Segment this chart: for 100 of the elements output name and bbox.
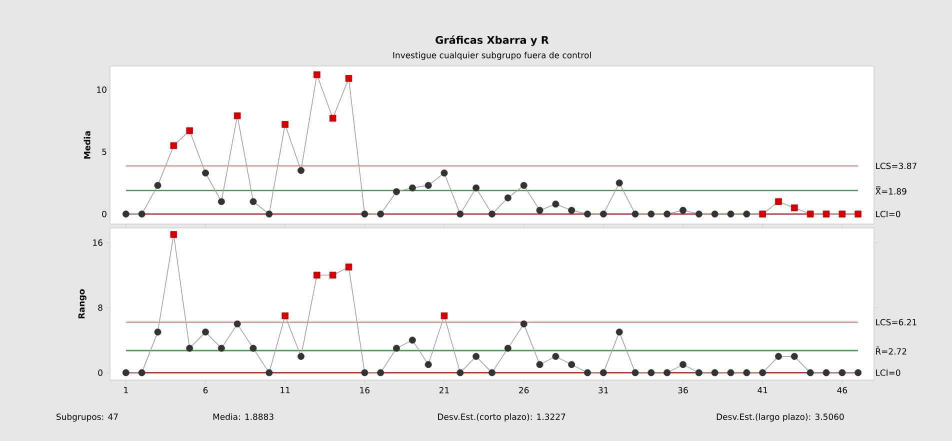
x-tick-label: 1 bbox=[124, 387, 128, 394]
point bbox=[488, 369, 496, 376]
point bbox=[329, 272, 336, 279]
point bbox=[298, 352, 304, 360]
point bbox=[170, 231, 178, 238]
point bbox=[759, 369, 766, 376]
point bbox=[616, 179, 623, 186]
point bbox=[138, 369, 146, 376]
point bbox=[154, 328, 162, 336]
y-tick-label: 5 bbox=[102, 148, 106, 155]
point bbox=[377, 210, 384, 218]
point bbox=[472, 184, 480, 192]
point bbox=[680, 206, 686, 214]
point bbox=[202, 328, 209, 336]
text: Subgrupos: 47 bbox=[56, 413, 118, 422]
x-tick-label: 26 bbox=[519, 387, 529, 394]
point bbox=[632, 210, 639, 218]
y-tick-label: 10 bbox=[97, 86, 106, 93]
point bbox=[440, 312, 448, 320]
point bbox=[727, 369, 734, 376]
point bbox=[377, 369, 384, 376]
point bbox=[775, 198, 782, 205]
chart-title: Gráficas Xbarra y R bbox=[436, 35, 549, 46]
chart-subtitle: Investigue cualquier subgrupo fuera de control bbox=[393, 52, 591, 60]
point bbox=[186, 344, 194, 352]
point bbox=[568, 361, 576, 368]
point bbox=[138, 210, 146, 218]
point bbox=[218, 198, 225, 206]
point bbox=[790, 352, 798, 360]
text: Desv.Est.(corto plazo): 1.3227 bbox=[438, 413, 566, 422]
point bbox=[472, 352, 480, 360]
point bbox=[186, 127, 193, 134]
point bbox=[759, 210, 766, 218]
point bbox=[664, 369, 671, 376]
point bbox=[345, 75, 352, 82]
point bbox=[680, 361, 686, 368]
point bbox=[648, 369, 655, 376]
point bbox=[456, 210, 464, 218]
y-tick-label: 0 bbox=[98, 369, 102, 376]
y-axis-title: Media bbox=[84, 131, 90, 159]
x-tick-label: 6 bbox=[203, 387, 208, 394]
ref-line-label: LCS=3.87 bbox=[876, 162, 916, 170]
point bbox=[314, 272, 320, 279]
point bbox=[504, 194, 512, 202]
point bbox=[520, 320, 528, 328]
x-tick-label: 31 bbox=[598, 387, 608, 394]
point bbox=[122, 369, 130, 376]
point bbox=[266, 210, 273, 218]
ref-line-label: LCI=0 bbox=[876, 369, 900, 376]
point bbox=[393, 188, 400, 196]
point bbox=[743, 210, 750, 218]
point bbox=[408, 184, 416, 192]
point bbox=[711, 210, 718, 218]
point bbox=[170, 142, 178, 150]
point bbox=[329, 114, 336, 122]
point bbox=[424, 361, 432, 368]
point bbox=[695, 210, 702, 218]
point bbox=[488, 210, 496, 218]
point bbox=[361, 210, 368, 218]
point bbox=[822, 369, 830, 376]
point bbox=[822, 210, 830, 218]
point bbox=[250, 198, 257, 206]
point bbox=[202, 170, 209, 176]
point bbox=[838, 210, 846, 218]
point bbox=[314, 71, 320, 78]
point bbox=[584, 210, 591, 218]
point bbox=[806, 210, 814, 218]
point bbox=[266, 369, 273, 376]
point bbox=[806, 369, 814, 376]
ref-line-label: R̄=2.72 bbox=[876, 346, 906, 355]
point bbox=[568, 206, 576, 214]
point bbox=[282, 312, 288, 320]
point bbox=[632, 369, 639, 376]
point bbox=[361, 369, 368, 376]
ref-line-label: LCI=0 bbox=[876, 210, 900, 218]
y-tick-label: 0 bbox=[102, 210, 106, 218]
point bbox=[424, 182, 432, 189]
point bbox=[393, 344, 400, 352]
point bbox=[298, 167, 304, 174]
point bbox=[234, 112, 241, 120]
point bbox=[791, 204, 798, 212]
x-tick-label: 41 bbox=[758, 387, 768, 394]
point bbox=[345, 264, 352, 270]
point bbox=[854, 210, 862, 218]
point bbox=[154, 182, 162, 189]
ref-line-label: LCS=6.21 bbox=[876, 319, 916, 326]
point bbox=[440, 170, 448, 176]
y-tick-label: 8 bbox=[98, 304, 102, 311]
x-tick-label: 21 bbox=[439, 387, 449, 394]
point bbox=[552, 200, 560, 208]
point bbox=[456, 369, 464, 376]
point bbox=[600, 210, 607, 218]
point bbox=[727, 210, 734, 218]
x-tick-label: 16 bbox=[360, 387, 370, 394]
point bbox=[520, 182, 528, 189]
point bbox=[584, 369, 591, 376]
point bbox=[743, 369, 750, 376]
y-axis-title: Rango bbox=[78, 289, 86, 318]
point bbox=[218, 344, 225, 352]
point bbox=[695, 369, 702, 376]
